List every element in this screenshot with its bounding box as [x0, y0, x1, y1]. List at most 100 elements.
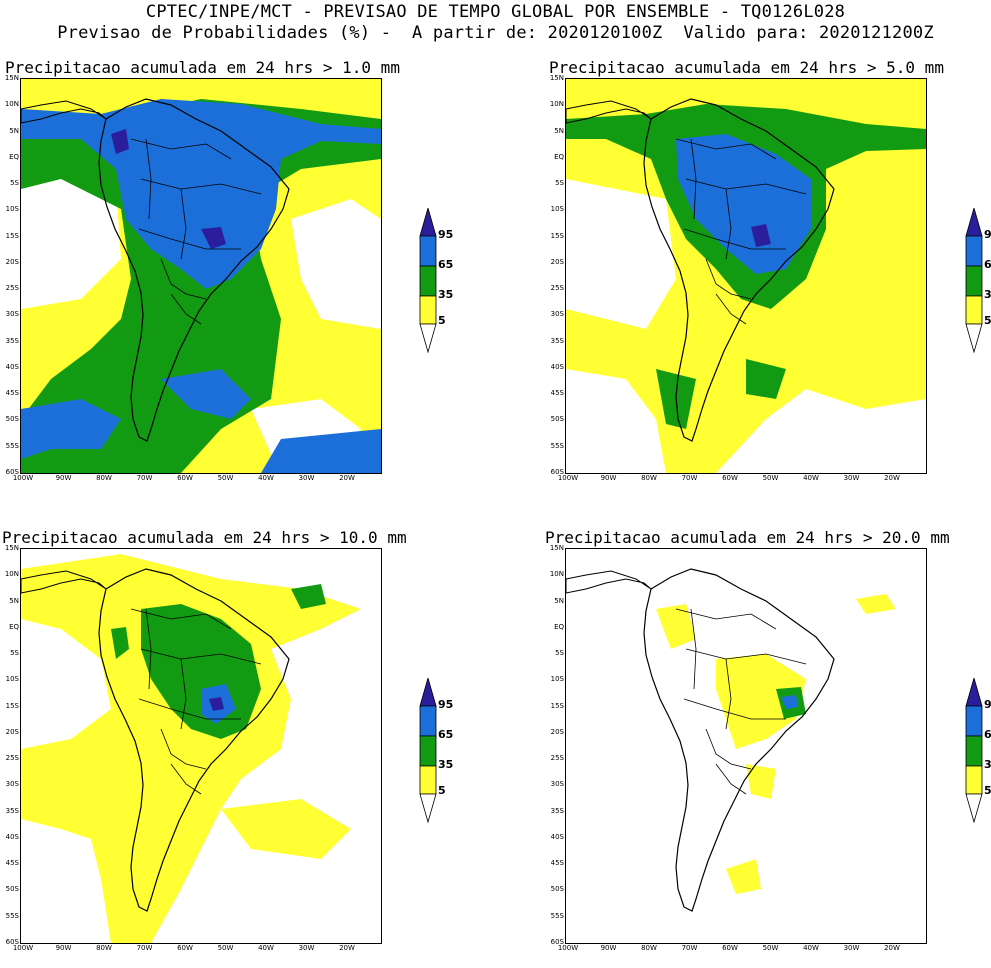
colorbar-segment — [965, 678, 983, 707]
country-border — [705, 728, 752, 770]
lat-tick-label: 30S — [550, 310, 564, 319]
country-border — [140, 178, 262, 195]
lon-tick-label: 80W — [96, 944, 112, 952]
map-panel-10mm: Precipitacao acumulada em 24 hrs > 10.0 … — [0, 528, 420, 968]
probability-field-c65 — [21, 99, 381, 289]
map-svg — [21, 79, 381, 473]
lat-tick-label: 45S — [5, 859, 19, 868]
lon-tick-label: 100W — [12, 944, 34, 952]
lon-tick-label: 70W — [136, 474, 153, 482]
colorbar-label: 5 — [984, 314, 991, 327]
lat-tick-label: 30S — [550, 780, 564, 789]
probability-field-c65 — [21, 399, 121, 459]
precip-map — [20, 78, 382, 474]
probability-field-c35 — [111, 627, 129, 659]
probability-field-c65 — [261, 429, 381, 473]
colorbar-segment — [419, 265, 437, 297]
central-america-outline — [21, 570, 107, 594]
lat-tick-label: 20S — [5, 257, 19, 266]
lat-tick-label: 50S — [550, 885, 564, 894]
country-border — [138, 228, 241, 250]
colorbar-svg — [419, 208, 437, 354]
colorbar-label: 35 — [984, 758, 991, 771]
header-subtitle: Previsao de Probabilidades (%) - A parti… — [57, 23, 934, 43]
lat-tick-label: 30S — [5, 780, 19, 789]
probability-field-c5 — [726, 859, 761, 894]
lat-tick-label: 15S — [550, 701, 564, 710]
colorbar-label: 95 — [984, 698, 991, 711]
lat-tick-label: EQ — [554, 622, 564, 631]
country-border — [130, 138, 232, 160]
colorbar-label: 5 — [438, 314, 446, 327]
lon-tick-label: 60W — [722, 474, 738, 482]
lat-tick-label: 40S — [550, 362, 564, 371]
colorbar-svg — [965, 208, 983, 354]
lat-tick-label: 55S — [550, 441, 564, 450]
map-panel-20mm: Precipitacao acumulada em 24 hrs > 20.0 … — [545, 528, 965, 968]
lon-tick-label: 20W — [339, 474, 355, 482]
lat-tick-label: 15N — [549, 74, 564, 82]
continent-outline — [98, 98, 290, 442]
probability-field-c5 — [716, 654, 806, 749]
lon-tick-label: 100W — [557, 944, 579, 952]
lon-tick-label: 90W — [55, 474, 72, 482]
lat-tick-label: 10S — [5, 675, 19, 684]
country-border — [170, 293, 202, 325]
lon-tick-label: 30W — [298, 474, 315, 482]
country-border — [145, 138, 152, 220]
colorbar-segment — [965, 265, 983, 297]
colorbar-segment — [419, 793, 437, 824]
lat-tick-label: 35S — [5, 806, 19, 815]
lat-tick-label: 5S — [555, 179, 564, 188]
colorbar-segment — [965, 735, 983, 767]
colorbar-segment — [419, 323, 437, 354]
map-svg — [21, 554, 361, 943]
lat-tick-label: EQ — [9, 152, 19, 161]
lat-tick-label: 10N — [549, 100, 564, 109]
country-border — [690, 608, 697, 690]
country-border — [180, 188, 187, 260]
central-america-outline — [566, 100, 652, 124]
continent-outline — [643, 568, 835, 912]
lon-tick-label: 30W — [843, 474, 860, 482]
precip-map — [565, 548, 927, 944]
lat-tick-label: 10S — [5, 205, 19, 214]
lon-tick-label: 100W — [557, 474, 579, 482]
lat-tick-label: 45S — [5, 389, 19, 398]
lat-tick-label: 45S — [550, 389, 564, 398]
colorbar-segment — [419, 735, 437, 767]
colorbar-label: 65 — [984, 258, 991, 271]
lat-tick-label: 30S — [5, 310, 19, 319]
lon-tick-label: 20W — [339, 944, 355, 952]
country-border — [715, 293, 747, 325]
lat-tick-label: 40S — [5, 832, 19, 841]
map-svg — [566, 568, 896, 912]
country-border — [725, 658, 732, 730]
lon-tick-label: 40W — [258, 474, 274, 482]
colorbar-label: 5 — [984, 784, 991, 797]
probability-field-c95 — [751, 224, 771, 247]
colorbar-segment — [965, 208, 983, 237]
lon-tick-label: 60W — [177, 474, 193, 482]
lat-tick-label: 25S — [5, 754, 19, 763]
probability-field-white — [291, 199, 381, 329]
colorbar-2: 95 65 35 5 — [964, 208, 991, 358]
lat-tick-label: 5S — [10, 649, 19, 658]
lat-tick-label: 5N — [9, 596, 19, 605]
colorbar-segment — [965, 295, 983, 325]
lat-tick-label: 20S — [550, 727, 564, 736]
lon-tick-label: 30W — [298, 944, 315, 952]
lon-tick-label: 30W — [843, 944, 860, 952]
panel-title: Precipitacao acumulada em 24 hrs > 10.0 … — [2, 528, 407, 547]
lon-tick-label: 50W — [762, 944, 779, 952]
lat-tick-label: 10N — [4, 570, 19, 579]
country-border — [170, 763, 202, 795]
lon-tick-label: 80W — [96, 474, 112, 482]
country-border — [145, 608, 152, 690]
lat-tick-label: 15S — [5, 701, 19, 710]
lat-tick-label: 5N — [554, 126, 564, 135]
probability-field-c35 — [21, 99, 381, 473]
country-border — [160, 728, 207, 770]
colorbar-label: 95 — [438, 228, 454, 241]
country-border — [180, 658, 187, 730]
